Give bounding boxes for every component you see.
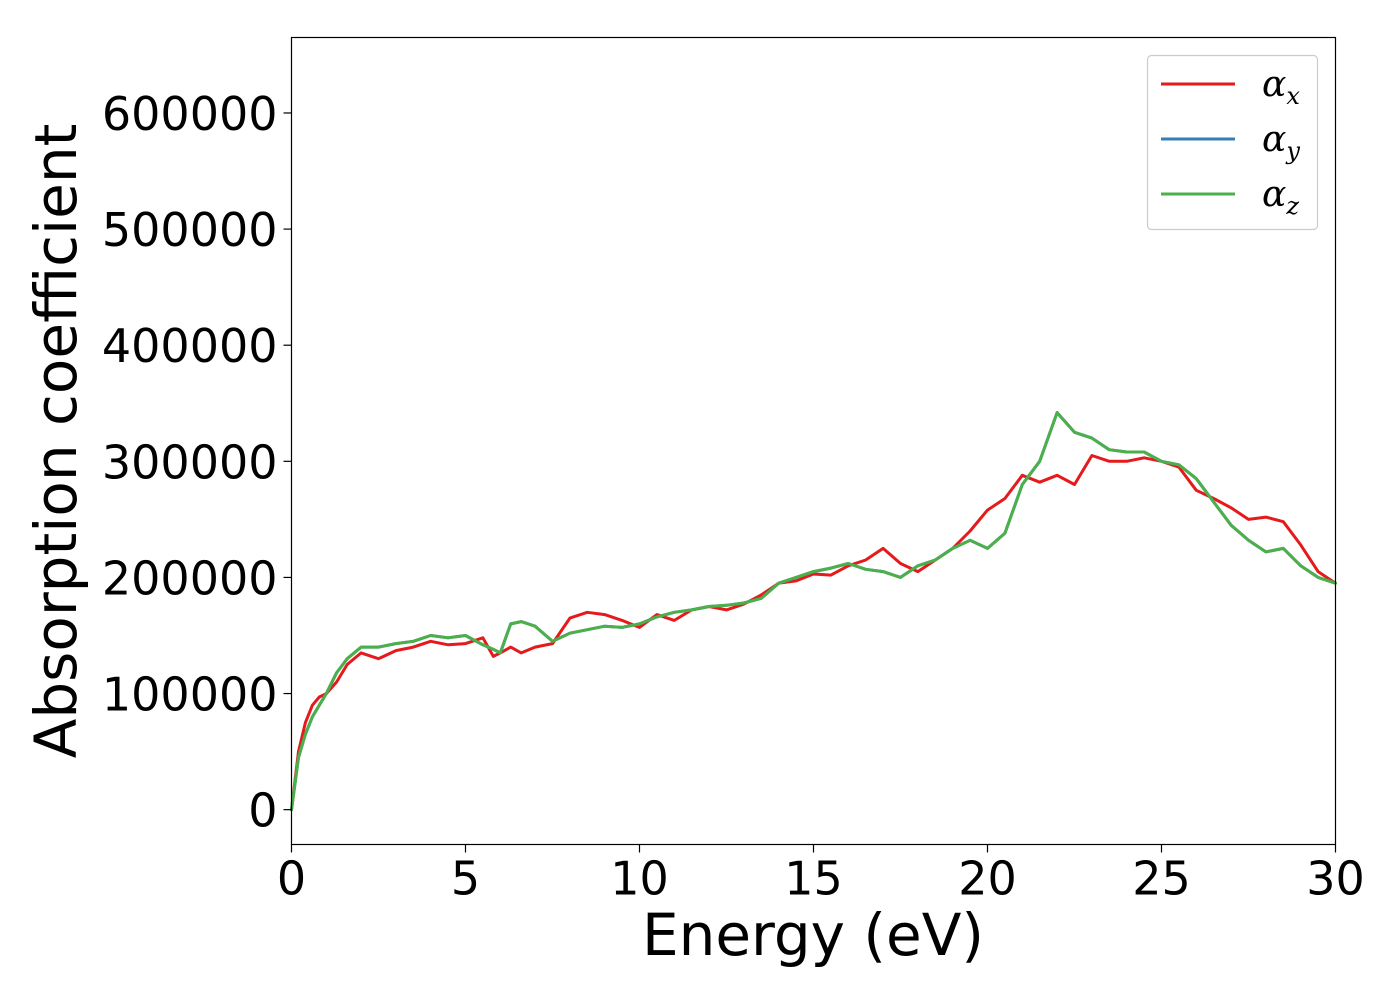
series-line-y <box>290 411 1337 812</box>
x-tick-label: 25 <box>1132 852 1191 906</box>
legend-box <box>1146 54 1319 231</box>
x-tick-label: 5 <box>451 852 480 906</box>
x-tick-label: 15 <box>784 852 843 906</box>
x-axis-title: Energy (eV) <box>642 901 984 969</box>
x-tick-label: 20 <box>958 852 1017 906</box>
y-tick-label: 600000 <box>102 87 278 141</box>
x-tick-label: 0 <box>277 852 306 906</box>
x-axis: 0 5 10 15 20 25 30 <box>277 844 1365 906</box>
x-tick-label: 10 <box>610 852 669 906</box>
x-tick-label: 30 <box>1306 852 1365 906</box>
y-tick-label: 200000 <box>102 551 278 605</box>
y-tick-label: 100000 <box>102 668 278 722</box>
y-tick-label: 400000 <box>102 319 278 373</box>
y-tick-label: 0 <box>248 784 277 838</box>
y-tick-label: 500000 <box>102 203 278 257</box>
series-line-x <box>290 454 1337 812</box>
y-axis: 0 100000 200000 300000 400000 500000 600000 <box>102 87 292 838</box>
series-lines <box>290 411 1337 812</box>
y-axis-title: Absorption coefficient <box>22 124 90 759</box>
y-tick-label: 300000 <box>102 435 278 489</box>
series-line-z <box>290 411 1337 812</box>
